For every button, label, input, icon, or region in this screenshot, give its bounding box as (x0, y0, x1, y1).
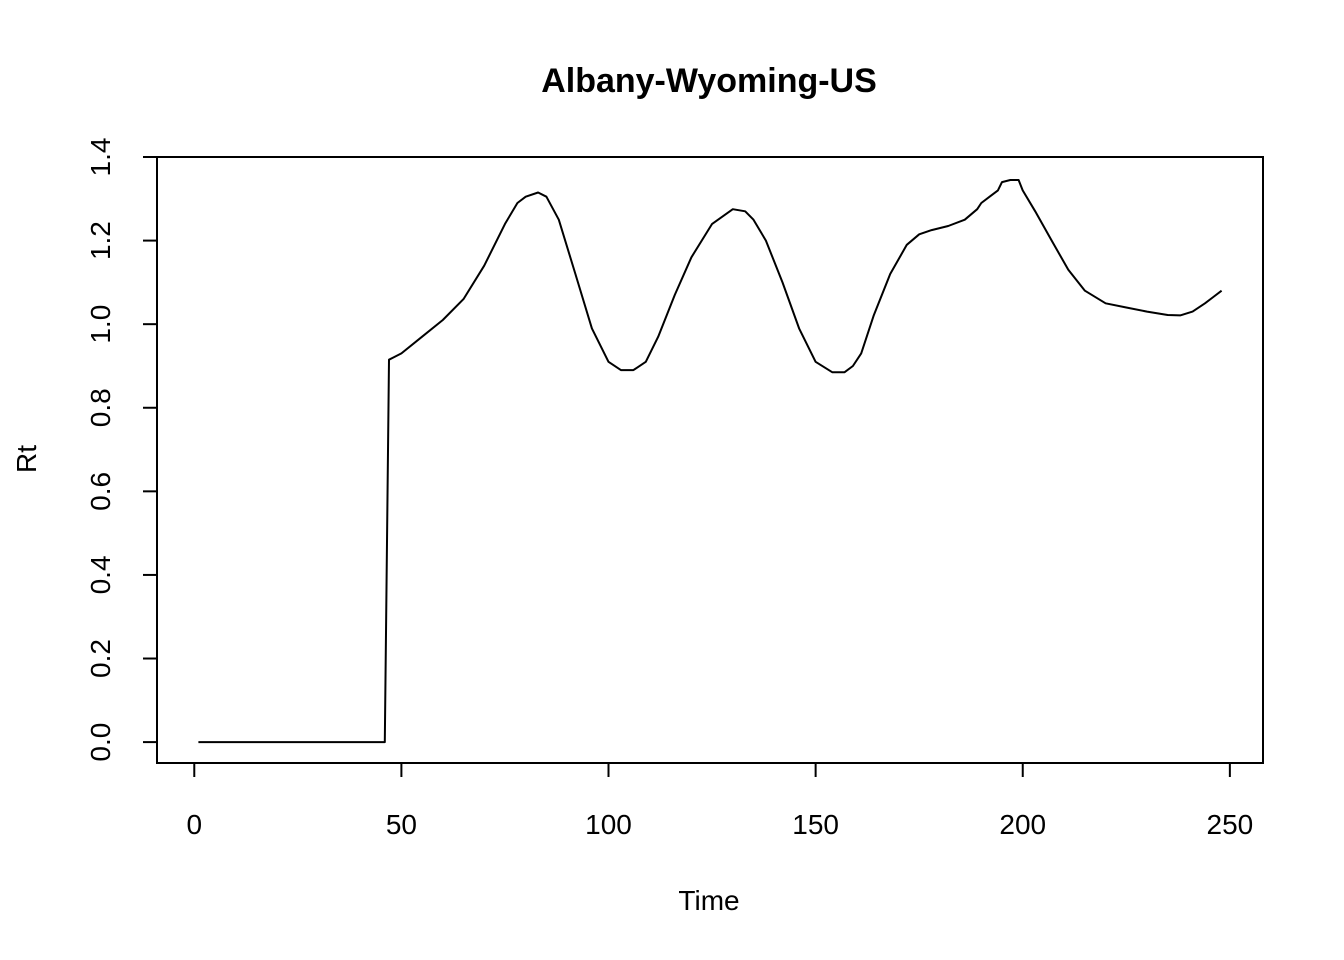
y-tick-label: 1.0 (85, 305, 116, 344)
y-tick-label: 0.0 (85, 723, 116, 762)
x-tick-label: 200 (999, 809, 1046, 840)
y-axis-label: Rt (11, 445, 42, 473)
x-axis: 0 50 100 150 200 250 (186, 763, 1253, 840)
y-tick-label: 0.4 (85, 555, 116, 594)
x-tick-label: 0 (186, 809, 202, 840)
y-tick-label: 0.8 (85, 388, 116, 427)
plot-frame (157, 157, 1263, 763)
series-line-0 (198, 180, 1221, 742)
x-tick-label: 100 (585, 809, 632, 840)
y-tick-label: 0.2 (85, 639, 116, 678)
y-axis: 0.0 0.2 0.4 0.6 0.8 1.0 1.2 1.4 (85, 138, 157, 762)
y-tick-label: 0.6 (85, 472, 116, 511)
x-axis-label: Time (678, 885, 739, 916)
x-tick-label: 50 (386, 809, 417, 840)
y-tick-label: 1.2 (85, 221, 116, 260)
y-tick-label: 1.4 (85, 138, 116, 177)
x-tick-label: 250 (1207, 809, 1254, 840)
chart-title: Albany-Wyoming-US (541, 62, 877, 100)
x-tick-label: 150 (792, 809, 839, 840)
series-layer (198, 180, 1221, 742)
